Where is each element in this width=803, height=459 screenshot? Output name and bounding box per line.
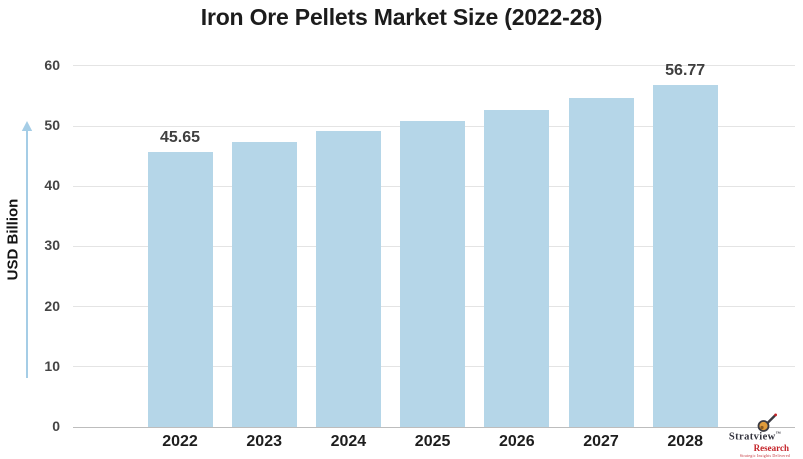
bar-2023 (231, 142, 297, 427)
bar-2025 (400, 120, 466, 427)
y-tick-label-30: 30 (44, 237, 60, 254)
bar-2026 (484, 109, 550, 427)
x-axis-line (73, 426, 795, 428)
gridline-60 (73, 65, 795, 67)
x-tick-label-2023: 2023 (246, 433, 282, 450)
y-axis-arrow-icon (21, 121, 33, 378)
y-tick-label-60: 60 (44, 56, 60, 73)
x-tick-label-2027: 2027 (583, 433, 619, 450)
bar-2028 (652, 85, 718, 427)
x-tick-label-2025: 2025 (414, 433, 451, 450)
bar-2022 (147, 152, 213, 427)
y-tick-label-0: 0 (52, 418, 60, 434)
brand-tagline: Strategic Insights Delivered (739, 453, 790, 458)
trademark-symbol: ™ (775, 431, 782, 437)
y-tick-label-50: 50 (44, 117, 60, 133)
y-tick-label-40: 40 (44, 177, 60, 194)
x-tick-label-2026: 2026 (499, 433, 535, 450)
y-tick-label-20: 20 (44, 297, 60, 314)
magnifier-icon (757, 413, 777, 432)
bar-2027 (568, 97, 634, 427)
x-tick-label-2022: 2022 (162, 433, 198, 450)
brand-name-text: Stratview (728, 431, 776, 442)
x-tick-label-2028: 2028 (667, 433, 703, 450)
bar-2024 (315, 131, 381, 427)
bar-value-label-2028: 56.77 (665, 62, 706, 80)
brand-logo: Stratview™ Research Strategic Insights D… (720, 413, 790, 459)
y-tick-label-10: 10 (44, 357, 60, 374)
x-tick-label-2024: 2024 (330, 433, 367, 450)
brand-name: Stratview™ (720, 431, 790, 443)
bar-value-label-2022: 45.65 (159, 129, 201, 147)
chart-title: Iron Ore Pellets Market Size (2022-28) (200, 4, 603, 30)
brand-division: Research (753, 442, 789, 453)
